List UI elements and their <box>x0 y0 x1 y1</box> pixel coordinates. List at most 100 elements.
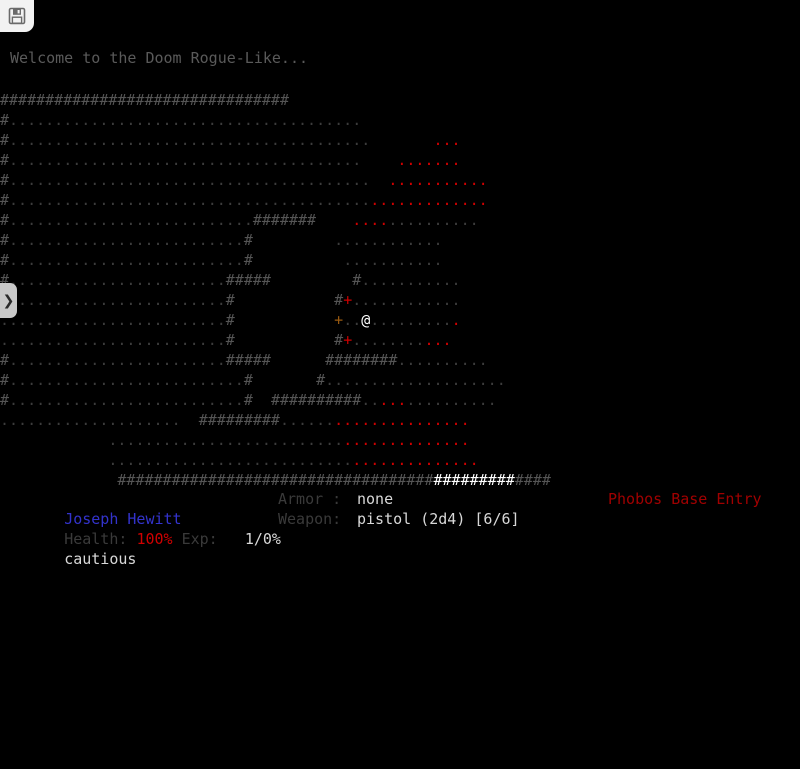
map-cells: # <box>0 111 10 129</box>
map-cells: # <box>243 231 253 249</box>
map-cells: .......................... <box>9 231 244 249</box>
map-cells: # <box>225 291 235 309</box>
map-cells <box>271 351 325 369</box>
map-cells: .......................... <box>9 251 244 269</box>
map-cells: .. <box>343 311 362 329</box>
ascii-map[interactable]: ################################ #.......… <box>0 90 800 489</box>
map-cells: ........... <box>361 271 461 289</box>
map-cells: # <box>316 371 326 389</box>
status-bar: Joseph Hewitt Armor : none Phobos Base E… <box>0 489 800 568</box>
status-row-name: Joseph Hewitt <box>10 489 181 528</box>
map-cells: . <box>451 311 461 329</box>
armor-label: Armor : <box>278 490 342 508</box>
game-terminal[interactable]: Welcome to the Doom Rogue-Like... ######… <box>0 0 800 600</box>
player-state: cautious <box>64 550 137 568</box>
status-row-state: cautious <box>10 529 136 568</box>
map-cells <box>253 251 343 269</box>
exp-label: Exp: <box>181 530 218 548</box>
map-cells: ##### <box>225 351 271 369</box>
map-cells <box>235 291 334 309</box>
map-cells: .................... <box>0 411 181 429</box>
map-cells: # <box>243 371 253 389</box>
map-cells: ........................... <box>9 211 253 229</box>
map-row: #........................##### ########.… <box>0 350 800 370</box>
map-row: #........................##### #........… <box>0 270 800 290</box>
map-cells: # <box>0 191 10 209</box>
map-cells: # <box>0 271 10 289</box>
map-cells: .... <box>352 211 389 229</box>
map-cells: ######### <box>198 411 280 429</box>
map-row: #...........................####### ....… <box>0 210 800 230</box>
map-cells <box>316 211 352 229</box>
weapon-value: pistol (2d4) [6/6] <box>357 510 520 528</box>
sidebar-toggle-handle[interactable]: ❯ <box>0 283 17 318</box>
health-value: 100% <box>136 530 173 548</box>
map-cells <box>0 471 117 489</box>
map-row: #.......................................… <box>0 150 800 170</box>
map-cells <box>235 331 334 349</box>
map-cells: # <box>334 291 344 309</box>
map-row: #..........................# ........... <box>0 250 800 270</box>
health-label: Health: <box>64 530 128 548</box>
map-cells: ........... <box>343 251 443 269</box>
map-cells: .......................... <box>9 371 244 389</box>
map-cells: + <box>334 311 344 329</box>
map-cells: ################################ <box>0 91 289 109</box>
map-cells: ............ <box>334 231 443 249</box>
map-cells: # <box>0 391 10 409</box>
save-button[interactable] <box>0 0 34 32</box>
map-cells: ........... <box>370 171 488 189</box>
map-cells <box>0 431 108 449</box>
map-cells: ######### <box>433 471 515 489</box>
map-cells: ............ <box>352 291 461 309</box>
chevron-right-icon: ❯ <box>2 292 15 309</box>
map-cells: ##### <box>225 271 271 289</box>
map-cells <box>253 231 334 249</box>
map-cells: ............. <box>370 191 488 209</box>
map-cells: .................... <box>325 371 506 389</box>
map-row: ########################################… <box>0 470 800 490</box>
map-cells: # <box>334 331 344 349</box>
map-cells: ........................ <box>9 291 226 309</box>
map-cells <box>253 391 271 409</box>
map-cells: ........................ <box>9 351 226 369</box>
map-row: .........................# #+........... <box>0 330 800 350</box>
map-cells: .............. <box>352 451 479 469</box>
map-cells: # <box>0 171 10 189</box>
map-cells: ........................ <box>9 331 226 349</box>
map-row: #..........................# ...........… <box>0 230 800 250</box>
map-row: #..........................# #..........… <box>0 370 800 390</box>
map-cells: # <box>225 311 235 329</box>
map-cells <box>181 411 199 429</box>
map-cells: .......... <box>388 211 479 229</box>
player-name: Joseph Hewitt <box>64 510 182 528</box>
map-cells: ....................................... <box>9 111 362 129</box>
map-row: #.......................................… <box>0 170 800 190</box>
map-cells: + <box>343 291 353 309</box>
map-row: ........................................… <box>0 450 800 470</box>
map-cells: # <box>0 131 10 149</box>
map-row: #..........................# ##########.… <box>0 390 800 410</box>
map-cells: ... <box>379 391 407 409</box>
map-cells: .......... <box>406 391 497 409</box>
map-cells: ........................ <box>9 311 226 329</box>
map-cells: ........................................ <box>9 191 371 209</box>
map-cells: ... <box>370 131 461 149</box>
map-row: .................... #########..........… <box>0 410 800 430</box>
map-cells: ####### <box>252 211 317 229</box>
map-cells: # <box>0 351 10 369</box>
map-cells: . <box>0 331 10 349</box>
weapon-label: Weapon: <box>278 510 342 528</box>
map-cells: ################################### <box>117 471 434 489</box>
map-cells: # <box>0 211 10 229</box>
map-row: #.......................................… <box>0 130 800 150</box>
map-cells: # <box>0 371 10 389</box>
map-cells: ........................ <box>9 271 226 289</box>
map-cells <box>253 371 316 389</box>
map-row: .........................# #+...........… <box>0 290 800 310</box>
map-cells: ....................................... <box>9 151 362 169</box>
map-cells: .......... <box>397 351 488 369</box>
map-cells: # <box>0 151 10 169</box>
floppy-disk-icon <box>8 7 26 25</box>
map-cells: ........................................ <box>9 131 371 149</box>
